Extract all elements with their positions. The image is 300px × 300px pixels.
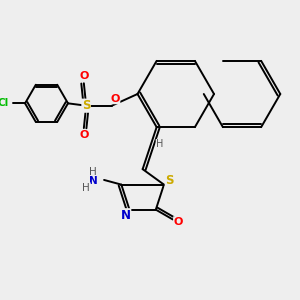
Text: O: O <box>79 71 88 81</box>
Text: Cl: Cl <box>0 98 9 108</box>
Text: H: H <box>156 140 164 149</box>
Text: N: N <box>89 176 98 186</box>
Text: H: H <box>89 167 97 177</box>
Text: S: S <box>82 99 90 112</box>
Text: S: S <box>165 174 174 188</box>
Text: H: H <box>82 183 90 193</box>
Text: O: O <box>110 94 120 104</box>
Text: N: N <box>121 209 131 222</box>
Text: O: O <box>174 217 183 227</box>
Text: O: O <box>79 130 88 140</box>
